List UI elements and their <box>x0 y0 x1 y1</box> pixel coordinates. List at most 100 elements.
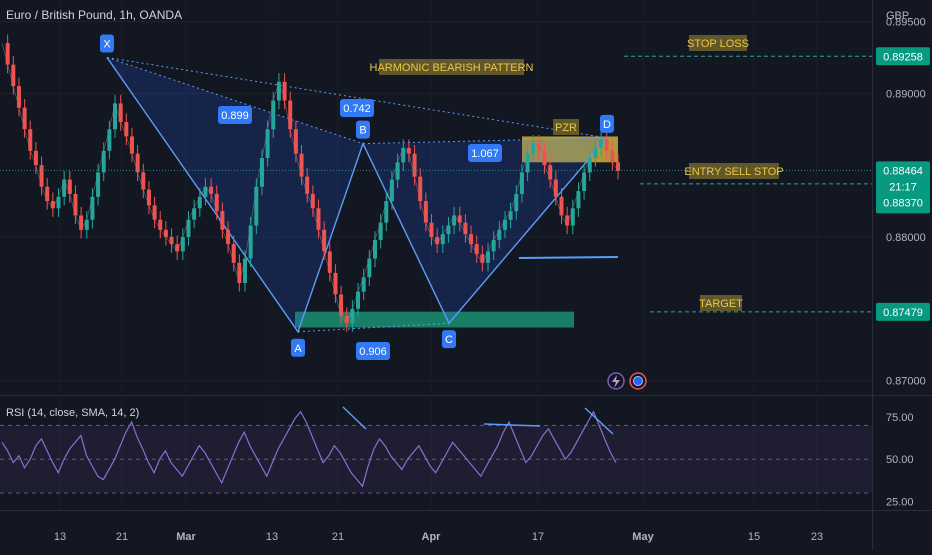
candle-body <box>310 193 315 209</box>
pattern-point-tag-d <box>600 114 614 133</box>
candle-body <box>440 234 445 245</box>
support-zone <box>295 311 574 328</box>
time-tick-label: 17 <box>532 531 544 543</box>
candle-body <box>525 153 530 173</box>
candle-body <box>531 143 536 154</box>
candle-body <box>259 158 264 187</box>
target-price-tag <box>876 302 930 321</box>
candle-body <box>197 196 202 209</box>
time-tick-label: 13 <box>54 531 66 543</box>
ratio-tag <box>356 342 390 360</box>
candle-body <box>548 165 553 180</box>
zones <box>295 136 619 328</box>
ratio-label: 1.067 <box>471 148 499 160</box>
candle-body <box>463 222 468 235</box>
candle-body <box>412 153 417 177</box>
rsi-tick-label: 75.00 <box>886 412 914 424</box>
candle-body <box>406 147 411 154</box>
candle-body <box>203 186 208 197</box>
candle-body <box>604 139 609 151</box>
candle-body <box>101 150 106 173</box>
pattern-point-tag-x <box>100 34 114 53</box>
pattern-point-tag-a <box>291 338 305 357</box>
candle-body <box>599 139 604 148</box>
time-tick-label: Mar <box>176 531 196 543</box>
entry-price-label: 0.88370 <box>883 197 923 209</box>
candle-body <box>180 237 185 252</box>
rsi-tick-label: 25.00 <box>886 497 914 509</box>
prz-annotation-box <box>553 119 579 135</box>
candle-body <box>401 147 406 163</box>
candle-body <box>457 215 462 223</box>
candle-body <box>45 186 50 202</box>
candle-body <box>265 129 270 158</box>
candle-body <box>73 193 78 216</box>
harmonic-pattern <box>106 56 608 334</box>
calendar-event-icon[interactable] <box>629 372 647 390</box>
time-tick-label: 23 <box>811 531 823 543</box>
annotations: X A B C D 0.899 0.742 1.067 0.906 HARMONIC BEARIS… <box>100 34 784 360</box>
current-price-tag <box>876 161 930 214</box>
candle-body <box>361 277 366 292</box>
candle-body <box>350 308 355 324</box>
lightning-icon[interactable] <box>607 372 625 390</box>
candle-body <box>418 176 423 202</box>
candle-body <box>146 189 151 206</box>
time-tick-label: Apr <box>422 531 442 543</box>
candle-body <box>491 239 496 252</box>
candle-body <box>316 208 321 230</box>
candle-body <box>553 179 558 197</box>
candle-body <box>542 150 547 166</box>
candle-body <box>570 208 575 226</box>
time-tick-label: 13 <box>266 531 278 543</box>
candle-body <box>395 162 400 180</box>
pattern-fill-xab <box>107 57 363 332</box>
candle-body <box>226 229 231 245</box>
candle-body <box>56 196 61 209</box>
candle-body <box>118 103 123 123</box>
candle-body <box>254 186 259 226</box>
candle-body <box>33 150 38 166</box>
candle-body <box>508 211 513 220</box>
candle-body <box>389 179 394 202</box>
candle-body <box>152 205 157 220</box>
candle-body <box>28 129 33 151</box>
candle-body <box>372 239 377 259</box>
candle-body <box>327 251 332 273</box>
candle-body <box>163 229 168 237</box>
candle-body <box>96 172 101 197</box>
candle-body <box>435 237 440 245</box>
candle-body <box>129 136 134 154</box>
candle-body <box>175 244 180 252</box>
candle-body <box>514 193 519 212</box>
candle-body <box>384 201 389 223</box>
candle-body <box>565 215 570 226</box>
candle-body <box>113 103 118 130</box>
candle-body <box>192 208 197 220</box>
candle-body <box>367 258 372 278</box>
pattern-name-annotation: HARMONIC BEARISH PATTERN <box>370 62 534 74</box>
candle-body <box>84 219 89 230</box>
candle-body <box>497 229 502 240</box>
candle-body <box>559 196 564 216</box>
candle-body <box>474 244 479 255</box>
rsi-tick-label: 50.00 <box>886 454 914 466</box>
axes: 0.89500 0.89000 0.88000 0.87000 13 21 Mar 13 21 A… <box>54 17 926 543</box>
candle-body <box>293 129 298 154</box>
candle-body <box>107 129 112 151</box>
candle-body <box>186 219 191 237</box>
candle-body <box>220 211 225 230</box>
candle-body <box>158 219 163 230</box>
candle-body <box>62 179 67 197</box>
candle-body <box>429 222 434 237</box>
target-annotation: TARGET <box>699 298 743 310</box>
candle-body <box>486 251 491 263</box>
candle-body <box>576 191 581 209</box>
ratio-label: 0.742 <box>343 103 371 115</box>
candle-body <box>333 272 338 295</box>
pattern-point-tag-b <box>356 120 370 139</box>
time-tick-label: 15 <box>748 531 760 543</box>
candle-body <box>271 100 276 130</box>
